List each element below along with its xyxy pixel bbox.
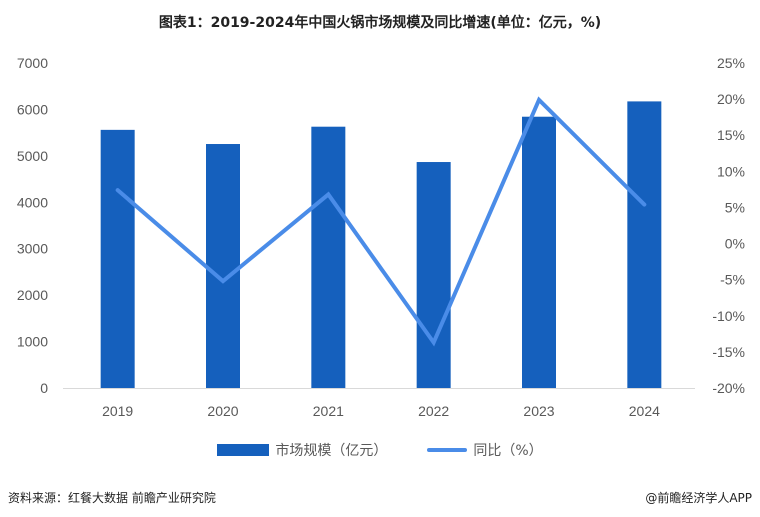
y-right-tick-label: 25% bbox=[717, 55, 745, 71]
brand-note: @前瞻经济学人APP bbox=[645, 491, 752, 505]
y-left-tick-label: 4000 bbox=[17, 194, 48, 210]
x-tick-label: 2024 bbox=[629, 403, 660, 419]
x-tick-label: 2022 bbox=[418, 403, 449, 419]
y-right-tick-label: 5% bbox=[725, 199, 745, 215]
y-left-tick-label: 3000 bbox=[17, 241, 48, 257]
x-tick-label: 2021 bbox=[313, 403, 344, 419]
y-right-tick-label: 10% bbox=[717, 163, 745, 179]
y-left-tick-label: 0 bbox=[40, 380, 48, 396]
chart-title: 图表1：2019-2024年中国火锅市场规模及同比增速(单位：亿元，%) bbox=[158, 15, 602, 31]
y-left-tick-label: 7000 bbox=[17, 55, 48, 71]
legend-label: 同比（%） bbox=[473, 443, 543, 459]
growth-line bbox=[115, 96, 647, 347]
legend-swatch-line bbox=[427, 448, 468, 452]
y-left-tick-label: 5000 bbox=[17, 148, 48, 164]
bar bbox=[627, 101, 662, 389]
y-right-tick-label: 20% bbox=[717, 91, 745, 107]
legend-swatch-bar bbox=[217, 444, 270, 456]
y-right-tick-label: -10% bbox=[712, 308, 745, 324]
bar bbox=[311, 126, 346, 388]
x-tick-label: 2020 bbox=[207, 403, 238, 419]
x-tick-label: 2019 bbox=[102, 403, 133, 419]
legend-label: 市场规模（亿元） bbox=[275, 443, 388, 459]
y-right-tick-label: -20% bbox=[712, 380, 745, 396]
y-left-tick-label: 2000 bbox=[17, 287, 48, 303]
bar bbox=[206, 144, 240, 388]
y-left-tick-label: 6000 bbox=[17, 101, 48, 117]
y-right-tick-label: 0% bbox=[725, 236, 745, 252]
y-right-tick-label: 15% bbox=[717, 127, 745, 143]
legend-item-line: 同比（%） bbox=[427, 440, 543, 460]
legend: 市场规模（亿元） 同比（%） bbox=[0, 440, 760, 460]
bar bbox=[100, 129, 135, 388]
x-tick-label: 2023 bbox=[523, 403, 554, 419]
bar bbox=[416, 162, 451, 388]
y-right-tick-label: -15% bbox=[712, 344, 745, 360]
source-note: 资料来源：红餐大数据 前瞻产业研究院 bbox=[8, 491, 216, 505]
y-right-tick-label: -5% bbox=[720, 272, 745, 288]
y-left-tick-label: 1000 bbox=[17, 334, 48, 350]
bar bbox=[522, 116, 556, 388]
legend-item-bar: 市场规模（亿元） bbox=[217, 440, 387, 460]
